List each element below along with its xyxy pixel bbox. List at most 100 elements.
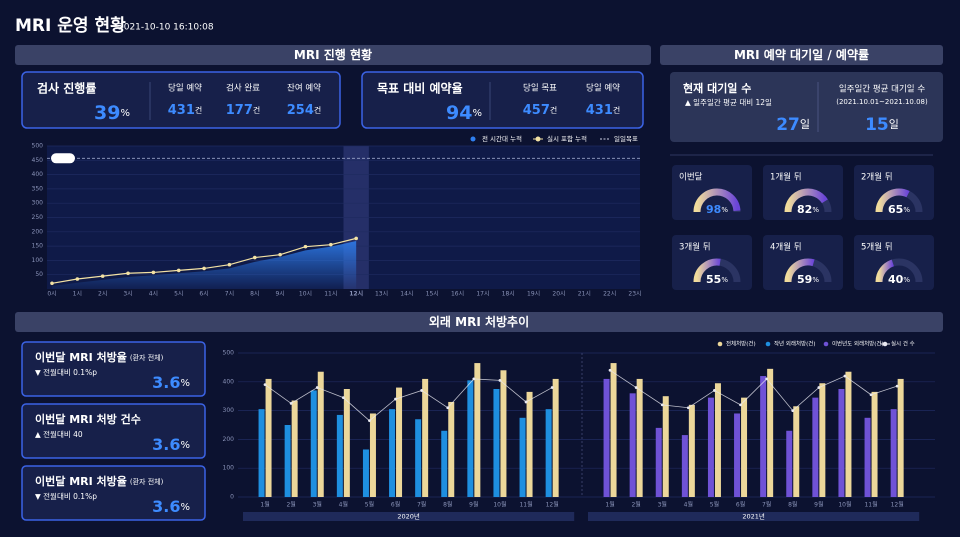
presc-value-number: 3.6 — [152, 435, 180, 454]
section-title: MRI 진행 현황 — [294, 47, 372, 62]
series-point — [329, 242, 333, 247]
wait-note: ▲ 일주일간 평균 대비 12일 — [685, 97, 772, 107]
presc-value-number: 3.6 — [152, 497, 180, 516]
series-point — [263, 383, 267, 387]
legend-swatch — [765, 341, 771, 347]
x-tick-label: 9월 — [469, 501, 478, 509]
gauge-label: 5개월 뒤 — [861, 242, 893, 253]
gauge-value: 40% — [888, 273, 910, 286]
wait-value: 27일 — [776, 115, 810, 135]
group-band — [588, 512, 920, 521]
series-point — [75, 277, 80, 281]
series-point — [252, 255, 257, 260]
gauge-value-number: 98 — [706, 203, 721, 216]
presc-value-number: 3.6 — [152, 373, 180, 392]
kpi-item-value: 457건 — [523, 103, 558, 118]
gauge-value: 55% — [706, 273, 728, 286]
presc-card — [21, 403, 206, 459]
gauge-value-unit: % — [903, 276, 910, 284]
gauge-value: 98% — [706, 203, 728, 216]
datetime: 2021-10-10 16:10:08 — [118, 23, 214, 33]
x-tick-label: 10월 — [838, 501, 851, 509]
bar — [545, 409, 552, 497]
legend-label: 전체처방(건) — [726, 340, 756, 348]
x-tick-label: 19시 — [527, 291, 540, 298]
x-tick-label: 4월 — [339, 501, 348, 509]
x-tick-label: 12월 — [891, 501, 904, 509]
x-tick-label: 2월 — [286, 501, 295, 509]
kpi-item-value-unit: 건 — [253, 105, 260, 115]
x-tick-label: 14시 — [400, 291, 413, 298]
presc-title: 이번달 MRI 처방 건수 — [35, 412, 141, 426]
series-point — [303, 244, 308, 249]
kpi-value-number: 94 — [446, 102, 472, 124]
series-point — [394, 397, 397, 401]
y-tick-label: 500 — [223, 350, 235, 357]
y-tick-label: 150 — [32, 243, 44, 250]
y-tick-label: 300 — [32, 200, 44, 207]
series-point — [765, 377, 769, 381]
bar — [336, 414, 343, 497]
x-tick-label: 20시 — [552, 291, 565, 298]
x-tick-label: 1월 — [260, 501, 269, 509]
kpi-item-label: 당일 예약 — [586, 83, 620, 94]
kpi-box — [361, 71, 644, 129]
gauge-label: 3개월 뒤 — [679, 242, 711, 253]
bar — [760, 376, 767, 497]
x-tick-label: 8월 — [788, 501, 797, 509]
bar — [415, 419, 422, 497]
series-point — [869, 393, 873, 397]
x-tick-label: 7시 — [225, 291, 234, 298]
series-point — [895, 384, 899, 388]
bar — [493, 389, 500, 497]
gauge-value: 65% — [888, 203, 910, 216]
bar — [864, 417, 871, 497]
bar — [871, 391, 878, 497]
x-tick-label: 23시 — [628, 291, 641, 298]
y-tick-label: 300 — [223, 407, 235, 414]
legend-swatch — [882, 341, 888, 347]
bar — [812, 397, 819, 497]
gauge-arc — [693, 258, 721, 283]
gauge-value-unit: % — [812, 276, 819, 284]
gauge-label: 4개월 뒤 — [770, 242, 802, 253]
bar — [441, 430, 448, 497]
x-tick-label: 4월 — [684, 501, 693, 509]
gauge-value-unit: % — [903, 206, 910, 214]
x-tick-label: 6월 — [736, 501, 745, 509]
bar — [897, 378, 904, 497]
y-tick-label: 100 — [223, 465, 235, 472]
x-tick-label: 6시 — [199, 291, 208, 298]
bar — [662, 396, 669, 497]
bar — [343, 389, 350, 497]
y-tick-label: 350 — [32, 185, 44, 192]
x-tick-label: 2시 — [98, 291, 107, 298]
bar — [526, 391, 533, 497]
weekly-period: (2021.10.01~2021.10.08) — [836, 98, 928, 106]
group-band — [243, 512, 575, 521]
weekly-value: 15일 — [865, 115, 899, 135]
presc-title-main: 이번달 MRI 처방율 — [35, 474, 127, 488]
series-point — [289, 402, 293, 405]
series-area — [52, 240, 357, 289]
bar — [422, 378, 429, 497]
series-point — [608, 368, 612, 372]
series-point — [315, 386, 319, 389]
gauge-label: 2개월 뒤 — [861, 172, 893, 183]
legend-label: 작년 외래처방(건) — [774, 340, 815, 348]
series-point — [739, 403, 742, 407]
gauge-arc — [875, 259, 895, 283]
weekly-label: 일주일간 평균 대기일 수 — [839, 84, 925, 95]
bar — [688, 404, 695, 497]
bar — [741, 397, 748, 497]
series-point — [634, 386, 638, 389]
presc-title-main: 이번달 MRI 처방 건수 — [35, 412, 141, 426]
series-point — [843, 374, 847, 378]
weekly-value-number: 15 — [865, 115, 889, 135]
series-line — [609, 369, 898, 412]
x-tick-label: 1월 — [605, 501, 614, 509]
kpi-item-value-number: 254 — [287, 103, 314, 118]
kpi-item-value-number: 431 — [586, 103, 613, 118]
presc-title-sub: (환자 전체) — [130, 353, 164, 362]
group-label: 2021년 — [742, 512, 765, 521]
